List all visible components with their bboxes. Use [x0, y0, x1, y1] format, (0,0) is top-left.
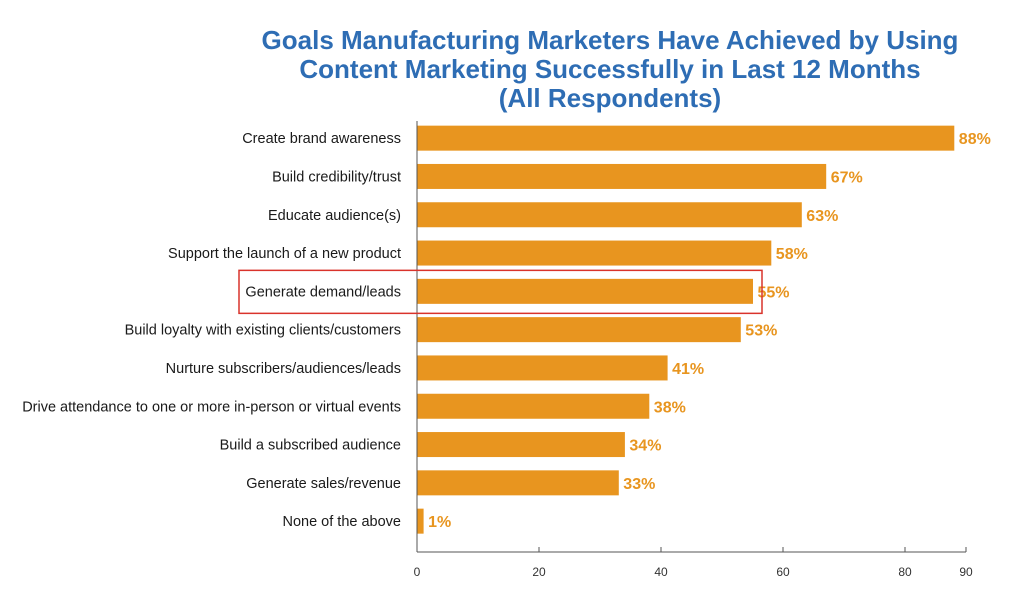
value-label: 63%	[806, 208, 838, 225]
value-label: 55%	[758, 284, 790, 301]
category-label: Build loyalty with existing clients/cust…	[125, 323, 401, 339]
value-label: 67%	[831, 169, 863, 186]
bar	[417, 393, 650, 419]
bar	[417, 432, 625, 458]
chart-title-line-2: Content Marketing Successfully in Last 1…	[299, 54, 921, 84]
value-label: 88%	[959, 131, 991, 148]
category-label: Nurture subscribers/audiences/leads	[166, 361, 401, 377]
value-label: 53%	[745, 323, 777, 340]
category-label: Generate demand/leads	[245, 284, 401, 300]
bar	[417, 163, 827, 189]
chart-title: Goals Manufacturing Marketers Have Achie…	[240, 26, 980, 113]
value-label: 33%	[623, 476, 655, 493]
bar	[417, 240, 772, 266]
category-label: None of the above	[282, 514, 401, 530]
highlight-box	[238, 269, 763, 315]
bar	[417, 470, 619, 496]
x-tick-label-0: 0	[414, 565, 421, 579]
category-label: Build a subscribed audience	[220, 438, 401, 454]
bar	[417, 278, 753, 304]
bar	[417, 317, 741, 343]
value-label: 1%	[428, 514, 451, 531]
chart-title-line-3: (All Respondents)	[498, 83, 722, 113]
bar	[417, 125, 955, 151]
x-tick-label-60: 60	[776, 565, 790, 579]
chart-title-line-1: Goals Manufacturing Marketers Have Achie…	[261, 25, 959, 55]
x-tick-label-40: 40	[654, 565, 668, 579]
value-label: 41%	[672, 361, 704, 378]
category-label: Educate audience(s)	[268, 208, 401, 224]
category-label: Support the launch of a new product	[168, 246, 401, 262]
x-tick-label-20: 20	[532, 565, 546, 579]
bar	[417, 508, 424, 534]
value-label: 34%	[629, 438, 661, 455]
category-label: Generate sales/revenue	[246, 476, 401, 492]
category-label: Create brand awareness	[242, 131, 401, 147]
category-label: Build credibility/trust	[272, 169, 401, 185]
x-tick-label-80: 80	[898, 565, 912, 579]
category-label: Drive attendance to one or more in-perso…	[22, 399, 401, 415]
bar	[417, 202, 802, 228]
bar	[417, 355, 668, 381]
value-label: 38%	[654, 399, 686, 416]
x-tick-label-90: 90	[959, 565, 973, 579]
value-label: 58%	[776, 246, 808, 263]
